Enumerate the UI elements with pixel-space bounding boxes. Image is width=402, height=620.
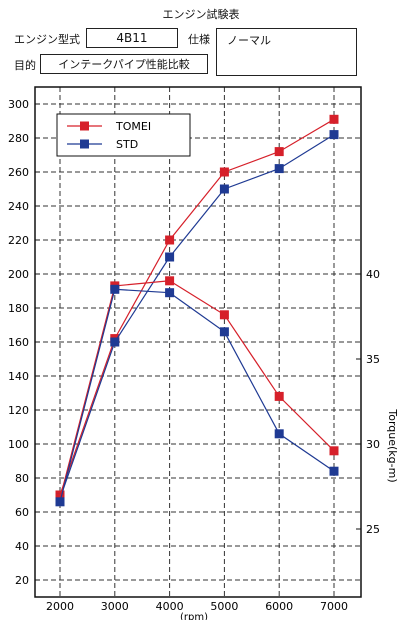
x-axis-label: (rpm) bbox=[180, 612, 208, 620]
y-right-tick-label: 40 bbox=[366, 268, 380, 281]
y-axis-right-label: Torque(kg-m) bbox=[386, 408, 399, 482]
x-tick-label: 5000 bbox=[210, 600, 238, 613]
y-left-tick-label: 100 bbox=[8, 438, 29, 451]
purpose-value: インテークパイプ性能比較 bbox=[40, 54, 208, 74]
y-right-tick-label: 25 bbox=[366, 523, 380, 536]
y-right-tick-label: 35 bbox=[366, 353, 380, 366]
purpose-label: 目的 bbox=[14, 59, 36, 72]
page-title: エンジン試験表 bbox=[162, 8, 240, 21]
legend-box bbox=[56, 113, 191, 157]
legend-marker bbox=[80, 139, 89, 149]
data-point-std bbox=[165, 288, 175, 298]
legend: TOMEI STD bbox=[56, 113, 191, 157]
data-point-std bbox=[329, 130, 339, 140]
x-tick-label: 4000 bbox=[156, 600, 184, 613]
series-line-std-right bbox=[59, 288, 335, 502]
spec-value: ノーマル bbox=[216, 28, 357, 76]
data-point-tomei bbox=[219, 167, 229, 177]
data-point-std bbox=[110, 337, 120, 347]
y-left-tick-label: 40 bbox=[15, 540, 29, 553]
data-point-std bbox=[55, 497, 65, 507]
data-point-tomei bbox=[329, 114, 339, 124]
y-left-tick-label: 160 bbox=[8, 336, 29, 349]
legend-label-std: STD bbox=[116, 138, 138, 151]
series-line-std-left bbox=[59, 134, 335, 499]
y-left-tick-label: 20 bbox=[15, 574, 29, 587]
data-point-std bbox=[329, 466, 339, 476]
x-tick-label: 3000 bbox=[101, 600, 129, 613]
y-left-tick-label: 300 bbox=[8, 98, 29, 111]
y-left-tick-label: 240 bbox=[8, 200, 29, 213]
y-right-tick-label: 30 bbox=[366, 438, 380, 451]
legend-marker bbox=[80, 121, 89, 131]
data-point-tomei bbox=[329, 446, 339, 456]
data-point-std bbox=[219, 327, 229, 337]
series-line-tomei-left bbox=[59, 118, 335, 496]
data-point-std bbox=[165, 252, 175, 262]
x-tick-label: 6000 bbox=[265, 600, 293, 613]
y-left-tick-label: 80 bbox=[15, 472, 29, 485]
data-point-std bbox=[274, 164, 284, 174]
spec-label: 仕様 bbox=[188, 33, 210, 46]
y-left-tick-label: 60 bbox=[15, 506, 29, 519]
data-point-std bbox=[110, 284, 120, 294]
data-point-std bbox=[219, 184, 229, 194]
y-left-tick-label: 200 bbox=[8, 268, 29, 281]
data-point-tomei bbox=[165, 276, 175, 286]
legend-label-tomei: TOMEI bbox=[115, 120, 151, 133]
x-tick-label: 7000 bbox=[320, 600, 348, 613]
y-left-tick-label: 280 bbox=[8, 132, 29, 145]
x-tick-label: 2000 bbox=[46, 600, 74, 613]
data-point-tomei bbox=[274, 391, 284, 401]
y-left-tick-label: 180 bbox=[8, 302, 29, 315]
data-point-tomei bbox=[274, 147, 284, 157]
y-left-tick-label: 220 bbox=[8, 234, 29, 247]
data-point-std bbox=[274, 429, 284, 439]
data-point-tomei bbox=[165, 235, 175, 245]
y-left-tick-label: 260 bbox=[8, 166, 29, 179]
engine-type-value: 4B11 bbox=[86, 28, 178, 48]
y-left-tick-label: 120 bbox=[8, 404, 29, 417]
data-point-tomei bbox=[219, 310, 229, 320]
series-line-tomei-right bbox=[59, 280, 335, 499]
engine-type-label: エンジン型式 bbox=[14, 33, 80, 46]
y-left-tick-label: 140 bbox=[8, 370, 29, 383]
